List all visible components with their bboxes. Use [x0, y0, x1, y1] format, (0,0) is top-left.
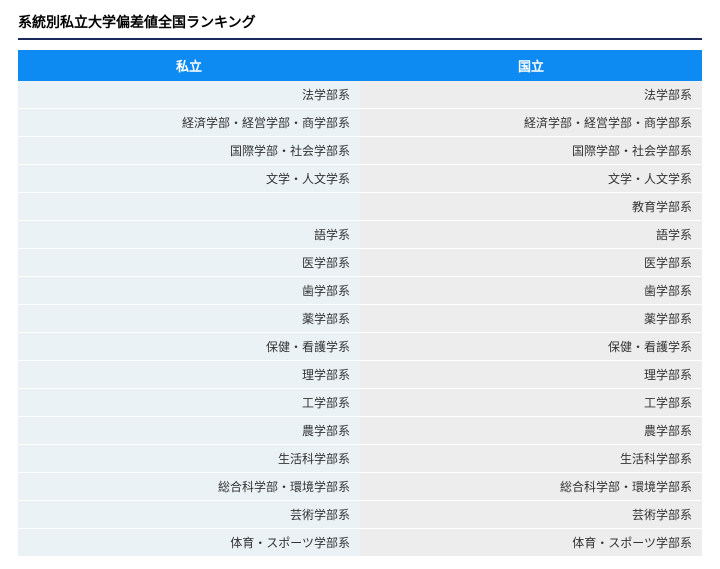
cell-national[interactable]: 歯学部系 [360, 277, 702, 305]
cell-private[interactable]: 農学部系 [18, 417, 360, 445]
cell-private[interactable]: 体育・スポーツ学部系 [18, 529, 360, 557]
cell-private[interactable]: 文学・人文学系 [18, 165, 360, 193]
table-row: 総合科学部・環境学部系総合科学部・環境学部系 [18, 473, 702, 501]
cell-private[interactable]: 保健・看護学系 [18, 333, 360, 361]
cell-private[interactable]: 語学系 [18, 221, 360, 249]
ranking-table: 私立 国立 法学部系法学部系経済学部・経営学部・商学部系経済学部・経営学部・商学… [18, 50, 702, 557]
cell-national[interactable]: 理学部系 [360, 361, 702, 389]
cell-private[interactable]: 医学部系 [18, 249, 360, 277]
table-row: 工学部系工学部系 [18, 389, 702, 417]
cell-national[interactable]: 芸術学部系 [360, 501, 702, 529]
cell-national[interactable]: 法学部系 [360, 81, 702, 109]
table-header-row: 私立 国立 [18, 50, 702, 81]
cell-national[interactable]: 農学部系 [360, 417, 702, 445]
header-private: 私立 [18, 50, 360, 81]
table-row: 教育学部系 [18, 193, 702, 221]
cell-private[interactable]: 芸術学部系 [18, 501, 360, 529]
cell-national[interactable]: 生活科学部系 [360, 445, 702, 473]
cell-private[interactable]: 経済学部・経営学部・商学部系 [18, 109, 360, 137]
cell-national[interactable]: 教育学部系 [360, 193, 702, 221]
cell-national[interactable]: 語学系 [360, 221, 702, 249]
table-row: 芸術学部系芸術学部系 [18, 501, 702, 529]
cell-national[interactable]: 薬学部系 [360, 305, 702, 333]
table-row: 文学・人文学系文学・人文学系 [18, 165, 702, 193]
table-row: 生活科学部系生活科学部系 [18, 445, 702, 473]
table-row: 語学系語学系 [18, 221, 702, 249]
table-row: 医学部系医学部系 [18, 249, 702, 277]
cell-national[interactable]: 工学部系 [360, 389, 702, 417]
page-title: 系統別私立大学偏差値全国ランキング [18, 12, 702, 40]
cell-national[interactable]: 体育・スポーツ学部系 [360, 529, 702, 557]
table-row: 薬学部系薬学部系 [18, 305, 702, 333]
cell-private[interactable]: 薬学部系 [18, 305, 360, 333]
cell-private[interactable]: 歯学部系 [18, 277, 360, 305]
cell-private[interactable]: 理学部系 [18, 361, 360, 389]
cell-private[interactable]: 国際学部・社会学部系 [18, 137, 360, 165]
table-row: 国際学部・社会学部系国際学部・社会学部系 [18, 137, 702, 165]
table-row: 法学部系法学部系 [18, 81, 702, 109]
cell-national[interactable]: 文学・人文学系 [360, 165, 702, 193]
table-row: 体育・スポーツ学部系体育・スポーツ学部系 [18, 529, 702, 557]
cell-national[interactable]: 総合科学部・環境学部系 [360, 473, 702, 501]
cell-private[interactable]: 工学部系 [18, 389, 360, 417]
cell-national[interactable]: 経済学部・経営学部・商学部系 [360, 109, 702, 137]
cell-national[interactable]: 医学部系 [360, 249, 702, 277]
cell-private[interactable]: 法学部系 [18, 81, 360, 109]
table-row: 理学部系理学部系 [18, 361, 702, 389]
table-row: 保健・看護学系保健・看護学系 [18, 333, 702, 361]
cell-private[interactable] [18, 193, 360, 221]
table-row: 歯学部系歯学部系 [18, 277, 702, 305]
cell-private[interactable]: 生活科学部系 [18, 445, 360, 473]
header-national: 国立 [360, 50, 702, 81]
cell-national[interactable]: 国際学部・社会学部系 [360, 137, 702, 165]
cell-national[interactable]: 保健・看護学系 [360, 333, 702, 361]
table-row: 経済学部・経営学部・商学部系経済学部・経営学部・商学部系 [18, 109, 702, 137]
cell-private[interactable]: 総合科学部・環境学部系 [18, 473, 360, 501]
table-row: 農学部系農学部系 [18, 417, 702, 445]
